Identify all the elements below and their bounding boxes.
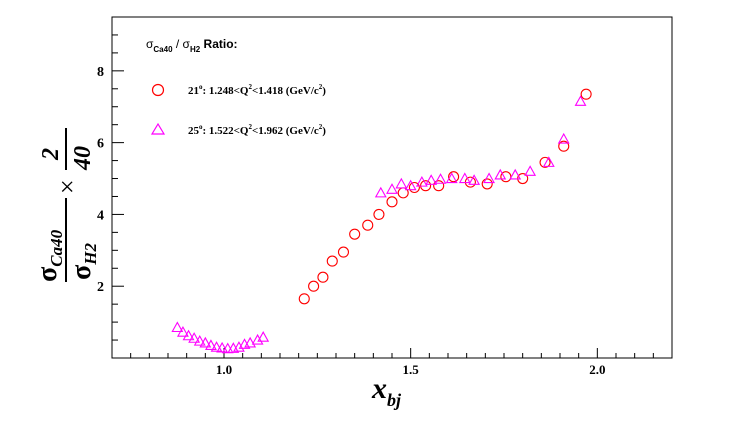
x-tick-label: 1.5	[403, 362, 420, 377]
plot-axes	[111, 16, 673, 359]
data-point-triangle	[244, 336, 257, 348]
y-label-denominator: σH2	[66, 243, 100, 280]
data-point-triangle	[210, 341, 223, 352]
data-point-circle	[317, 271, 329, 283]
x-axis-label: xbj	[371, 372, 402, 410]
data-point-triangle	[557, 132, 570, 144]
data-point-circle	[448, 171, 460, 183]
data-point-triangle	[199, 336, 212, 348]
legend-header: σCa40 / σH2 Ratio:	[146, 37, 238, 54]
data-point-circle	[349, 228, 361, 240]
data-point-triangle	[483, 172, 496, 184]
series-0	[298, 88, 592, 305]
data-point-triangle	[232, 341, 245, 352]
legend-entry-21deg: 21o: 1.248<Q2<1.418 (GeV/c2)	[188, 83, 326, 97]
data-point-circle	[362, 219, 374, 231]
data-point-triangle	[425, 174, 438, 185]
data-point-circle	[326, 255, 338, 267]
data-point-triangle	[188, 332, 201, 343]
data-point-triangle	[395, 177, 408, 189]
data-point-triangle	[445, 172, 458, 184]
y-label-frac-num: 2	[38, 148, 64, 161]
data-point-circle	[580, 88, 592, 100]
data-point-triangle	[494, 168, 507, 180]
legend: σCa40 / σH2 Ratio: 21o: 1.248<Q2<1.418 (…	[146, 37, 326, 137]
data-point-triangle	[182, 329, 195, 341]
legend-marker-triangle	[150, 122, 166, 135]
data-point-circle	[433, 180, 445, 192]
y-tick-label: 8	[97, 65, 104, 80]
data-point-triangle	[251, 333, 264, 345]
data-point-circle	[337, 246, 350, 258]
data-point-triangle	[176, 326, 189, 337]
data-point-triangle	[386, 183, 398, 194]
data-point-triangle	[171, 321, 184, 333]
legend-entry-25deg: 25o: 1.522<Q2<1.962 (GeV/c2)	[188, 123, 326, 137]
y-tick-label: 4	[97, 208, 104, 223]
data-point-triangle	[542, 156, 555, 167]
plot-frame	[111, 16, 673, 359]
data-point-triangle	[468, 174, 481, 185]
data-point-triangle	[458, 172, 471, 184]
data-point-triangle	[374, 186, 387, 198]
x-tick-label: 1.0	[216, 362, 232, 377]
data-point-triangle	[404, 179, 417, 191]
data-point-triangle	[509, 168, 522, 180]
data-point-circle	[539, 156, 551, 168]
data-point-circle	[308, 280, 320, 292]
y-label-times: ×	[53, 179, 82, 194]
y-tick-label: 6	[97, 137, 104, 152]
x-tick-label: 2.0	[589, 362, 605, 377]
data-point-triangle	[193, 334, 206, 346]
data-point-circle	[408, 181, 420, 194]
data-point-triangle	[216, 341, 229, 353]
data-point-triangle	[574, 95, 587, 106]
y-label-numerator: σCa40	[32, 229, 66, 282]
legend-marker-circle	[151, 83, 165, 97]
data-point-circle	[386, 196, 398, 208]
data-point-circle	[373, 208, 385, 220]
x-axis-ticks: 1.0 1.5 2.0	[130, 348, 673, 377]
data-point-circle	[298, 293, 310, 305]
data-point-triangle	[415, 175, 428, 187]
data-point-triangle	[524, 165, 537, 176]
data-point-circle	[558, 140, 570, 152]
y-label-frac-den: 40	[70, 146, 96, 171]
data-point-triangle	[204, 339, 217, 350]
data-marks	[171, 88, 592, 354]
y-axis-label: σCa40 σH2 × 2 40	[32, 128, 100, 282]
data-point-triangle	[257, 331, 270, 342]
y-axis-ticks: 2 4 6 8	[97, 16, 124, 341]
y-tick-label: 2	[97, 280, 104, 295]
data-point-triangle	[434, 173, 447, 184]
series-1	[171, 95, 587, 354]
data-point-circle	[481, 178, 493, 190]
